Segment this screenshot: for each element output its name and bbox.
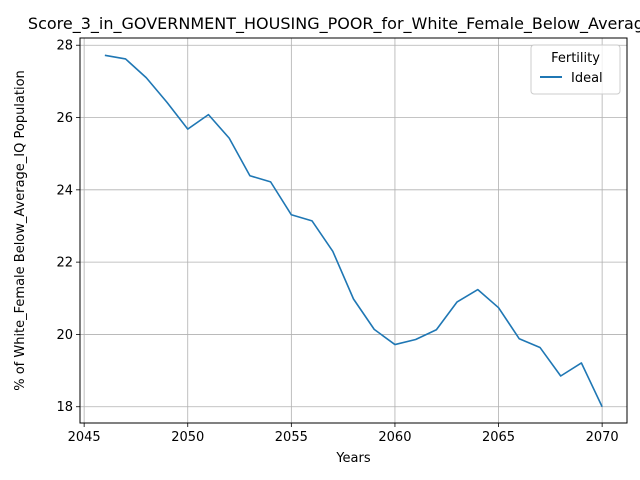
y-tick-label: 24 xyxy=(56,183,73,198)
x-tick-label: 2070 xyxy=(586,430,619,445)
x-tick-label: 2055 xyxy=(275,430,308,445)
y-axis: 18 20 22 24 26 28 xyxy=(56,39,80,415)
x-axis: 2045 2050 2055 2060 2065 2070 xyxy=(68,423,619,445)
y-tick-label: 20 xyxy=(56,328,73,343)
chart-title: Score_3_in_GOVERNMENT_HOUSING_POOR_for_W… xyxy=(28,14,640,34)
x-tick-label: 2045 xyxy=(68,430,101,445)
plot-frame xyxy=(79,37,628,424)
gridlines xyxy=(80,38,627,423)
y-tick-label: 18 xyxy=(56,400,73,415)
y-tick-label: 22 xyxy=(56,256,73,271)
x-tick-label: 2060 xyxy=(378,430,411,445)
y-tick-label: 28 xyxy=(56,39,73,54)
y-axis-label: % of White_Female Below_Average_IQ Popul… xyxy=(13,70,28,391)
x-tick-label: 2065 xyxy=(482,430,515,445)
legend: Fertility Ideal xyxy=(530,44,621,95)
x-axis-label: Years xyxy=(335,451,371,466)
legend-label-ideal: Ideal xyxy=(571,71,603,86)
x-tick-label: 2050 xyxy=(171,430,204,445)
y-tick-label: 26 xyxy=(56,111,73,126)
series-line-ideal xyxy=(104,54,603,408)
legend-title: Fertility xyxy=(551,51,600,66)
series-group xyxy=(104,54,603,408)
legend-box xyxy=(530,44,621,95)
